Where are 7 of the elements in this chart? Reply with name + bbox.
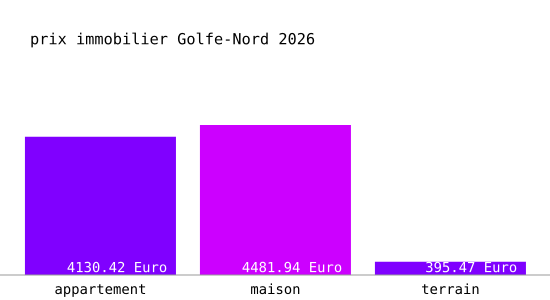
- chart-title: prix immobilier Golfe-Nord 2026: [31, 32, 314, 48]
- data-label: 395.47 Euro: [426, 262, 516, 272]
- data-label: 4481.94 Euro: [242, 262, 342, 272]
- x-tick-label: terrain: [422, 283, 478, 294]
- x-tick-label: appartement: [55, 284, 146, 297]
- data-label: 4130.42 Euro: [68, 262, 166, 272]
- x-tick-label: maison: [251, 283, 300, 294]
